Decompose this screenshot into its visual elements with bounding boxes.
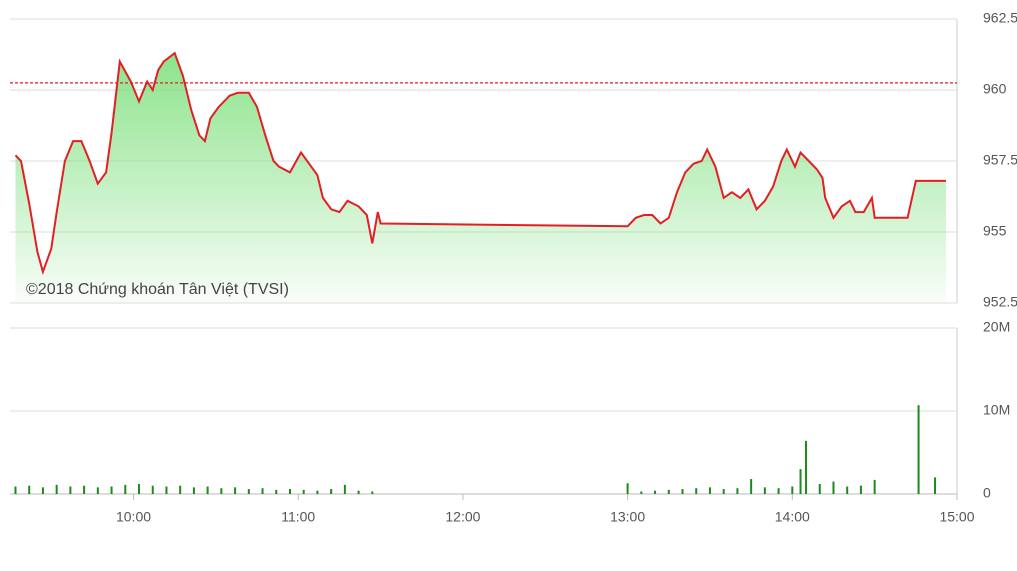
volume-bar bbox=[288, 489, 291, 494]
volume-bar bbox=[799, 469, 802, 494]
y-tick-label: 0 bbox=[983, 485, 991, 501]
y-tick-label: 962.5 bbox=[983, 10, 1017, 26]
y-tick-label: 20M bbox=[983, 319, 1010, 335]
volume-bar bbox=[192, 487, 195, 494]
volume-bar bbox=[722, 489, 725, 494]
volume-bar bbox=[316, 490, 319, 494]
volume-bar bbox=[818, 484, 821, 494]
volume-bar bbox=[695, 488, 698, 494]
volume-bar bbox=[41, 487, 44, 494]
x-tick-label: 14:00 bbox=[775, 509, 810, 525]
volume-bar bbox=[261, 488, 264, 494]
volume-bar bbox=[28, 485, 31, 494]
volume-bar bbox=[234, 487, 237, 494]
volume-bar bbox=[206, 486, 209, 494]
volume-bar bbox=[750, 479, 753, 494]
volume-bar bbox=[275, 489, 278, 494]
volume-bar bbox=[681, 489, 684, 494]
price-area bbox=[15, 53, 947, 303]
y-tick-label: 952.5 bbox=[983, 294, 1017, 310]
volume-bar bbox=[846, 486, 849, 494]
volume-bar bbox=[110, 486, 113, 494]
volume-bar bbox=[736, 488, 739, 494]
volume-bar bbox=[179, 485, 182, 494]
volume-bar bbox=[165, 486, 168, 494]
y-tick-label: 957.5 bbox=[983, 152, 1017, 168]
y-tick-label: 10M bbox=[983, 402, 1010, 418]
volume-bar bbox=[69, 486, 72, 494]
price-line bbox=[14, 51, 946, 276]
volume-bar bbox=[371, 491, 374, 494]
volume-bar bbox=[83, 485, 86, 494]
volume-bar bbox=[55, 484, 58, 494]
volume-bar bbox=[873, 479, 876, 494]
volume-bar bbox=[220, 488, 223, 494]
volume-bar bbox=[763, 487, 766, 494]
x-tick-label: 13:00 bbox=[610, 509, 645, 525]
y-tick-label: 960 bbox=[983, 81, 1007, 97]
volume-bar bbox=[330, 489, 333, 494]
x-tick-label: 15:00 bbox=[939, 509, 974, 525]
watermark: ©2018 Chứng khoán Tân Việt (TVSI) bbox=[26, 281, 289, 298]
volume-bar bbox=[14, 486, 17, 494]
y-tick-label: 955 bbox=[983, 223, 1007, 239]
volume-bar bbox=[124, 484, 127, 494]
volume-bar bbox=[96, 487, 99, 494]
x-tick-label: 12:00 bbox=[445, 509, 480, 525]
volume-bar bbox=[247, 489, 250, 494]
volume-bar bbox=[777, 488, 780, 494]
volume-bar bbox=[859, 485, 862, 494]
volume-bar bbox=[151, 485, 154, 494]
volume-bar bbox=[917, 405, 920, 494]
volume-bar bbox=[934, 477, 937, 494]
x-tick-label: 10:00 bbox=[116, 509, 151, 525]
volume-bar bbox=[805, 440, 808, 494]
volume-bar bbox=[302, 489, 305, 494]
volume-bar bbox=[640, 491, 643, 494]
volume-bar bbox=[832, 481, 835, 494]
volume-bar bbox=[357, 490, 360, 494]
volume-bar bbox=[667, 489, 670, 494]
volume-bar bbox=[791, 486, 794, 494]
volume-bar bbox=[343, 484, 346, 494]
volume-bar bbox=[626, 483, 629, 494]
volume-bar bbox=[654, 490, 657, 494]
x-tick-label: 11:00 bbox=[281, 509, 315, 525]
volume-bar bbox=[138, 484, 141, 494]
volume-bar bbox=[708, 487, 711, 494]
